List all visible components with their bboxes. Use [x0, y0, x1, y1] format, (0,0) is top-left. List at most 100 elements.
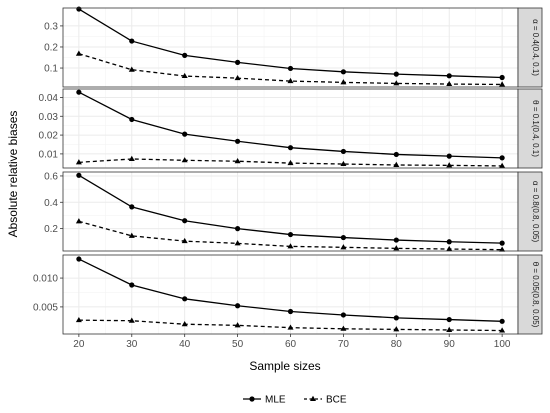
data-point-mle [446, 73, 452, 79]
facet-strip-label: α = 0.4(0.4, 0.1) [531, 19, 540, 76]
y-tick-label: 0.1 [44, 64, 58, 75]
data-point-mle [287, 145, 294, 151]
data-point-bce [75, 50, 82, 56]
legend-item-bce: BCE [304, 395, 347, 406]
data-point-bce [128, 155, 135, 161]
y-tick-label: 0.6 [44, 171, 58, 182]
data-point-mle [393, 315, 399, 321]
y-tick-label: 0.3 [44, 21, 58, 32]
x-tick-label: 20 [73, 339, 85, 350]
x-tick-label: 90 [444, 339, 456, 350]
facet-strip [517, 171, 543, 252]
data-point-bce [128, 317, 135, 323]
x-tick-label: 50 [232, 339, 244, 350]
data-point-mle [76, 172, 82, 178]
data-point-mle [129, 282, 135, 288]
data-point-mle [499, 240, 505, 246]
data-point-mle [76, 256, 82, 262]
legend-key-marker [249, 396, 255, 402]
facet-strip-label: θ = 0.05(0.8, 0.05) [531, 262, 540, 328]
series-line-bce [78, 53, 503, 86]
data-point-bce [393, 80, 400, 86]
data-point-bce [287, 159, 294, 166]
legend-item-mle: MLE [243, 395, 286, 406]
data-point-bce [340, 244, 347, 250]
facet-panel-3: 0.2 0.4 0.6 α = 0.8(0.8, 0.05) [44, 171, 543, 252]
data-point-mle [446, 316, 452, 323]
legend-label: BCE [326, 395, 347, 406]
data-point-bce [75, 159, 82, 165]
y-tick-label: 0.2 [44, 224, 58, 235]
data-point-mle [234, 138, 241, 144]
data-point-mle [182, 218, 188, 224]
data-point-bce [393, 245, 400, 251]
data-point-mle [76, 89, 82, 95]
data-point-bce [287, 324, 294, 330]
data-point-bce [393, 326, 400, 332]
data-point-mle [234, 303, 241, 309]
y-axis-title: Absolute relative biases [6, 111, 20, 238]
facet-panels: 0.10.20.3 α = 0.4(0.4, 0.1)0.010.020.030.… [33, 6, 543, 335]
facet-strip-label: θ = 0.1(0.4, 0.1) [531, 100, 540, 157]
x-tick-label: 30 [126, 339, 138, 350]
facet-panel-2: 0.01 0.02 0.03 0.04 θ = 0.1(0.4, 0.1) [39, 88, 543, 169]
facet-strip-label: α = 0.8(0.8, 0.05) [531, 181, 540, 243]
x-tick-label: 60 [285, 339, 297, 350]
x-tick-label: 100 [494, 339, 511, 350]
data-point-mle [182, 52, 188, 59]
data-point-bce [234, 158, 241, 164]
data-point-mle [499, 155, 505, 161]
data-point-mle [287, 308, 294, 315]
data-point-mle [129, 38, 135, 44]
data-point-mle [340, 312, 347, 318]
data-point-mle [340, 148, 347, 155]
legend-key-marker [310, 395, 316, 401]
data-point-bce [340, 79, 347, 85]
data-point-bce [499, 327, 506, 333]
x-tick-label: 70 [338, 339, 350, 350]
x-tick-label: 40 [179, 339, 191, 350]
data-point-bce [181, 72, 188, 79]
data-point-mle [340, 69, 347, 75]
data-point-bce [128, 66, 135, 72]
data-point-mle [182, 131, 188, 137]
data-point-mle [499, 74, 505, 81]
legend: MLE BCE [243, 395, 347, 406]
data-point-mle [76, 6, 82, 12]
facet-strip [517, 88, 543, 169]
data-point-bce [181, 157, 188, 163]
data-point-bce [446, 80, 453, 87]
data-point-mle [393, 71, 399, 77]
data-point-mle [446, 239, 452, 245]
data-point-mle [234, 59, 241, 65]
data-point-bce [340, 325, 347, 331]
data-point-bce [446, 245, 453, 252]
y-tick-label: 0.02 [39, 131, 59, 142]
data-point-bce [499, 81, 506, 87]
y-tick-label: 0.03 [39, 112, 59, 123]
data-point-mle [393, 237, 399, 243]
facet-strip [517, 254, 543, 335]
data-point-bce [287, 243, 294, 249]
data-point-bce [181, 237, 188, 244]
y-tick-label: 0.2 [44, 42, 58, 53]
facet-panel-4: 0.005 0.010 θ = 0.05(0.8, 0.05) [33, 254, 543, 335]
data-point-bce [181, 320, 188, 327]
data-point-mle [287, 231, 294, 238]
data-point-bce [75, 316, 82, 323]
data-point-mle [499, 318, 505, 324]
data-point-bce [499, 246, 506, 252]
data-point-bce [128, 232, 135, 238]
data-point-mle [287, 65, 294, 72]
y-tick-label: 0.005 [33, 302, 58, 313]
data-point-bce [234, 240, 241, 246]
y-tick-label: 0.01 [39, 149, 59, 160]
data-point-mle [129, 204, 135, 210]
data-point-bce [499, 162, 506, 168]
data-point-mle [393, 151, 399, 158]
facet-panel-1: 0.1 0.2 0.3 α = 0.4(0.4, 0.1) [44, 6, 543, 88]
data-point-bce [234, 322, 241, 328]
y-tick-label: 0.04 [39, 93, 59, 104]
data-point-mle [129, 116, 135, 123]
